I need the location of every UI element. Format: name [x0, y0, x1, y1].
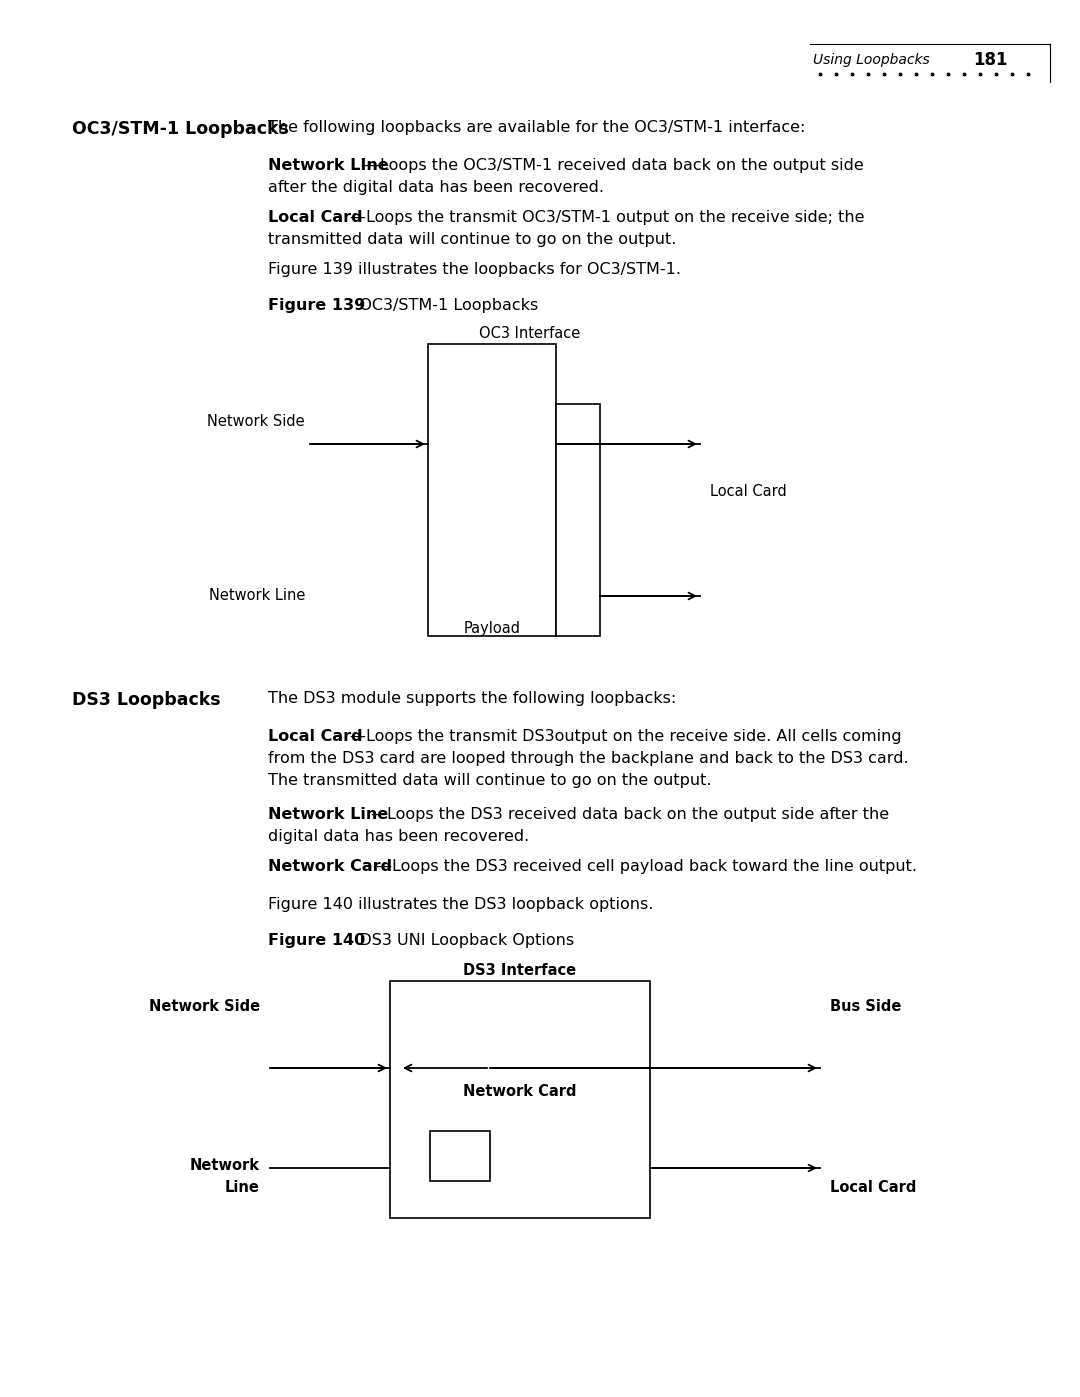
Text: Network: Network — [190, 1158, 260, 1173]
Text: Local Card: Local Card — [710, 483, 786, 499]
Text: Figure 140 illustrates the DS3 loopback options.: Figure 140 illustrates the DS3 loopback … — [268, 897, 653, 912]
Text: Bus Side: Bus Side — [831, 999, 902, 1014]
Bar — [390, 981, 650, 1218]
Text: Payload: Payload — [463, 622, 521, 636]
Text: Line: Line — [225, 1180, 260, 1194]
Text: DS3 Loopbacks: DS3 Loopbacks — [72, 692, 220, 710]
Text: Network LIne: Network LIne — [268, 158, 389, 173]
Text: from the DS3 card are looped through the backplane and back to the DS3 card.: from the DS3 card are looped through the… — [268, 752, 908, 766]
Text: Local Card: Local Card — [268, 729, 363, 745]
Text: Network Line: Network Line — [208, 588, 305, 604]
Text: —Loops the OC3/STM-1 received data back on the output side: —Loops the OC3/STM-1 received data back … — [364, 158, 864, 173]
Bar — [556, 404, 600, 636]
Bar — [428, 344, 556, 636]
Text: —Loops the transmit DS3output on the receive side. All cells coming: —Loops the transmit DS3output on the rec… — [350, 729, 902, 745]
Text: Figure 139: Figure 139 — [268, 298, 365, 313]
Text: —Loops the DS3 received data back on the output side after the: —Loops the DS3 received data back on the… — [372, 807, 889, 821]
Text: Network Side: Network Side — [149, 999, 260, 1014]
Text: Local Card: Local Card — [831, 1180, 916, 1194]
Text: after the digital data has been recovered.: after the digital data has been recovere… — [268, 180, 604, 196]
Text: transmitted data will continue to go on the output.: transmitted data will continue to go on … — [268, 232, 676, 247]
Text: OC3/STM-1 Loopbacks: OC3/STM-1 Loopbacks — [72, 120, 288, 138]
Text: Network Side: Network Side — [207, 414, 305, 429]
Text: Network Card: Network Card — [268, 859, 392, 875]
Text: The following loopbacks are available for the OC3/STM-1 interface:: The following loopbacks are available fo… — [268, 120, 806, 136]
Text: DS3 Interface: DS3 Interface — [463, 963, 577, 978]
Text: —Loops the transmit OC3/STM-1 output on the receive side; the: —Loops the transmit OC3/STM-1 output on … — [350, 210, 864, 225]
Text: Using Loopbacks: Using Loopbacks — [813, 53, 930, 67]
Text: digital data has been recovered.: digital data has been recovered. — [268, 828, 529, 844]
Text: —Loops the DS3 received cell payload back toward the line output.: —Loops the DS3 received cell payload bac… — [376, 859, 917, 875]
Text: Network Card: Network Card — [463, 1084, 577, 1099]
Text: DS3 UNI Loopback Options: DS3 UNI Loopback Options — [345, 933, 575, 949]
Text: Figure 139 illustrates the loopbacks for OC3/STM-1.: Figure 139 illustrates the loopbacks for… — [268, 263, 681, 277]
Text: The transmitted data will continue to go on the output.: The transmitted data will continue to go… — [268, 773, 712, 788]
Text: Local Card: Local Card — [268, 210, 363, 225]
Text: Network Line: Network Line — [268, 807, 388, 821]
Text: Figure 140: Figure 140 — [268, 933, 365, 949]
Text: OC3/STM-1 Loopbacks: OC3/STM-1 Loopbacks — [345, 298, 538, 313]
Text: The DS3 module supports the following loopbacks:: The DS3 module supports the following lo… — [268, 692, 676, 705]
Text: OC3 Interface: OC3 Interface — [480, 326, 581, 341]
Text: 181: 181 — [973, 52, 1008, 68]
Bar — [430, 1132, 490, 1180]
